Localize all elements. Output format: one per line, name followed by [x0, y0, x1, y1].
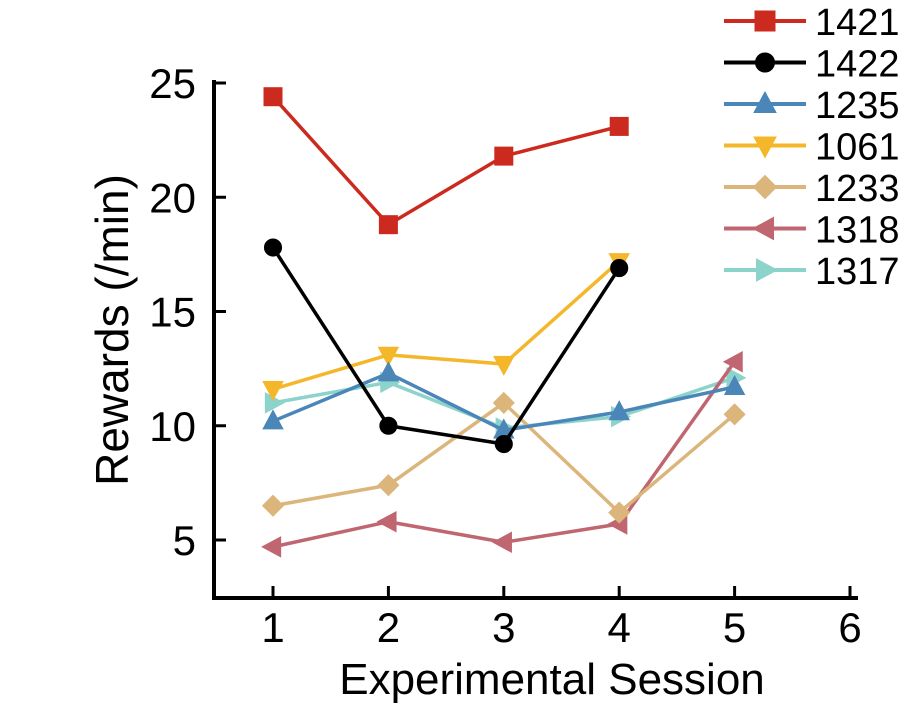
data-point [377, 346, 400, 367]
y-axis-title: Rewards (/min) [86, 174, 138, 486]
legend-item-1061: 1061 [724, 127, 900, 169]
data-point [261, 494, 285, 517]
series-line [271, 95, 620, 227]
data-point [608, 501, 631, 524]
series-1233 [261, 391, 746, 524]
axes [212, 80, 858, 600]
x-tick-label: 5 [723, 604, 746, 651]
legend-label: 1061 [815, 127, 900, 169]
series-line [271, 246, 621, 446]
legend-item-1317: 1317 [724, 251, 900, 293]
y-tick-label: 10 [149, 403, 196, 450]
data-point [723, 403, 746, 426]
data-point [494, 434, 513, 454]
legend-marker [756, 258, 779, 282]
data-point [610, 259, 629, 278]
x-tick-label: 2 [377, 604, 400, 651]
data-point [608, 400, 630, 421]
y-tick-label: 15 [149, 289, 196, 336]
legend-label: 1318 [815, 210, 900, 252]
legend-item-1318: 1318 [724, 210, 900, 252]
legend-item-1233: 1233 [724, 168, 900, 210]
data-point [378, 215, 398, 235]
legend-label: 1235 [815, 85, 900, 127]
data-point [263, 87, 283, 107]
x-tick-label: 6 [838, 604, 861, 651]
x-tick-label: 1 [261, 604, 284, 651]
legend-label: 1233 [815, 168, 900, 210]
data-point [492, 391, 515, 414]
y-tick-label: 25 [149, 60, 196, 107]
ticks: 5 10 15 20 25 1 2 3 4 5 6 [149, 60, 861, 651]
series-1235 [262, 361, 746, 439]
x-axis-title: Experimental Session [339, 655, 765, 704]
series-1061 [262, 253, 630, 402]
legend-item-1235: 1235 [724, 85, 900, 127]
legend-label: 1421 [815, 2, 900, 44]
data-point [722, 351, 743, 373]
data-point [609, 116, 629, 136]
x-tick-label: 4 [608, 604, 631, 651]
legend-label: 1317 [815, 251, 900, 293]
y-tick-label: 5 [173, 517, 196, 564]
series-1422 [263, 238, 629, 454]
data-point [723, 375, 746, 396]
y-tick-label: 20 [149, 174, 196, 221]
series-layer [261, 87, 747, 558]
legend-marker [753, 136, 777, 159]
legend-marker [751, 216, 774, 241]
data-point [494, 146, 514, 166]
data-point [493, 355, 515, 376]
series-line [272, 259, 621, 391]
data-point [263, 238, 283, 257]
data-point [262, 409, 284, 430]
data-point [377, 474, 400, 497]
data-point [491, 531, 512, 554]
data-point [261, 536, 282, 558]
series-1318 [261, 351, 743, 558]
legend-marker [755, 52, 775, 73]
legend-marker [753, 90, 777, 113]
data-point [376, 510, 397, 533]
x-tick-label: 3 [492, 604, 515, 651]
legend-marker [752, 174, 778, 200]
legend-label: 1422 [815, 44, 900, 86]
legend-marker [754, 10, 776, 32]
legend-item-1421: 1421 [724, 2, 900, 44]
series-1421 [263, 87, 629, 235]
data-point [262, 381, 284, 402]
data-point [379, 416, 398, 435]
legend-item-1422: 1422 [724, 44, 900, 86]
data-point [377, 361, 400, 382]
